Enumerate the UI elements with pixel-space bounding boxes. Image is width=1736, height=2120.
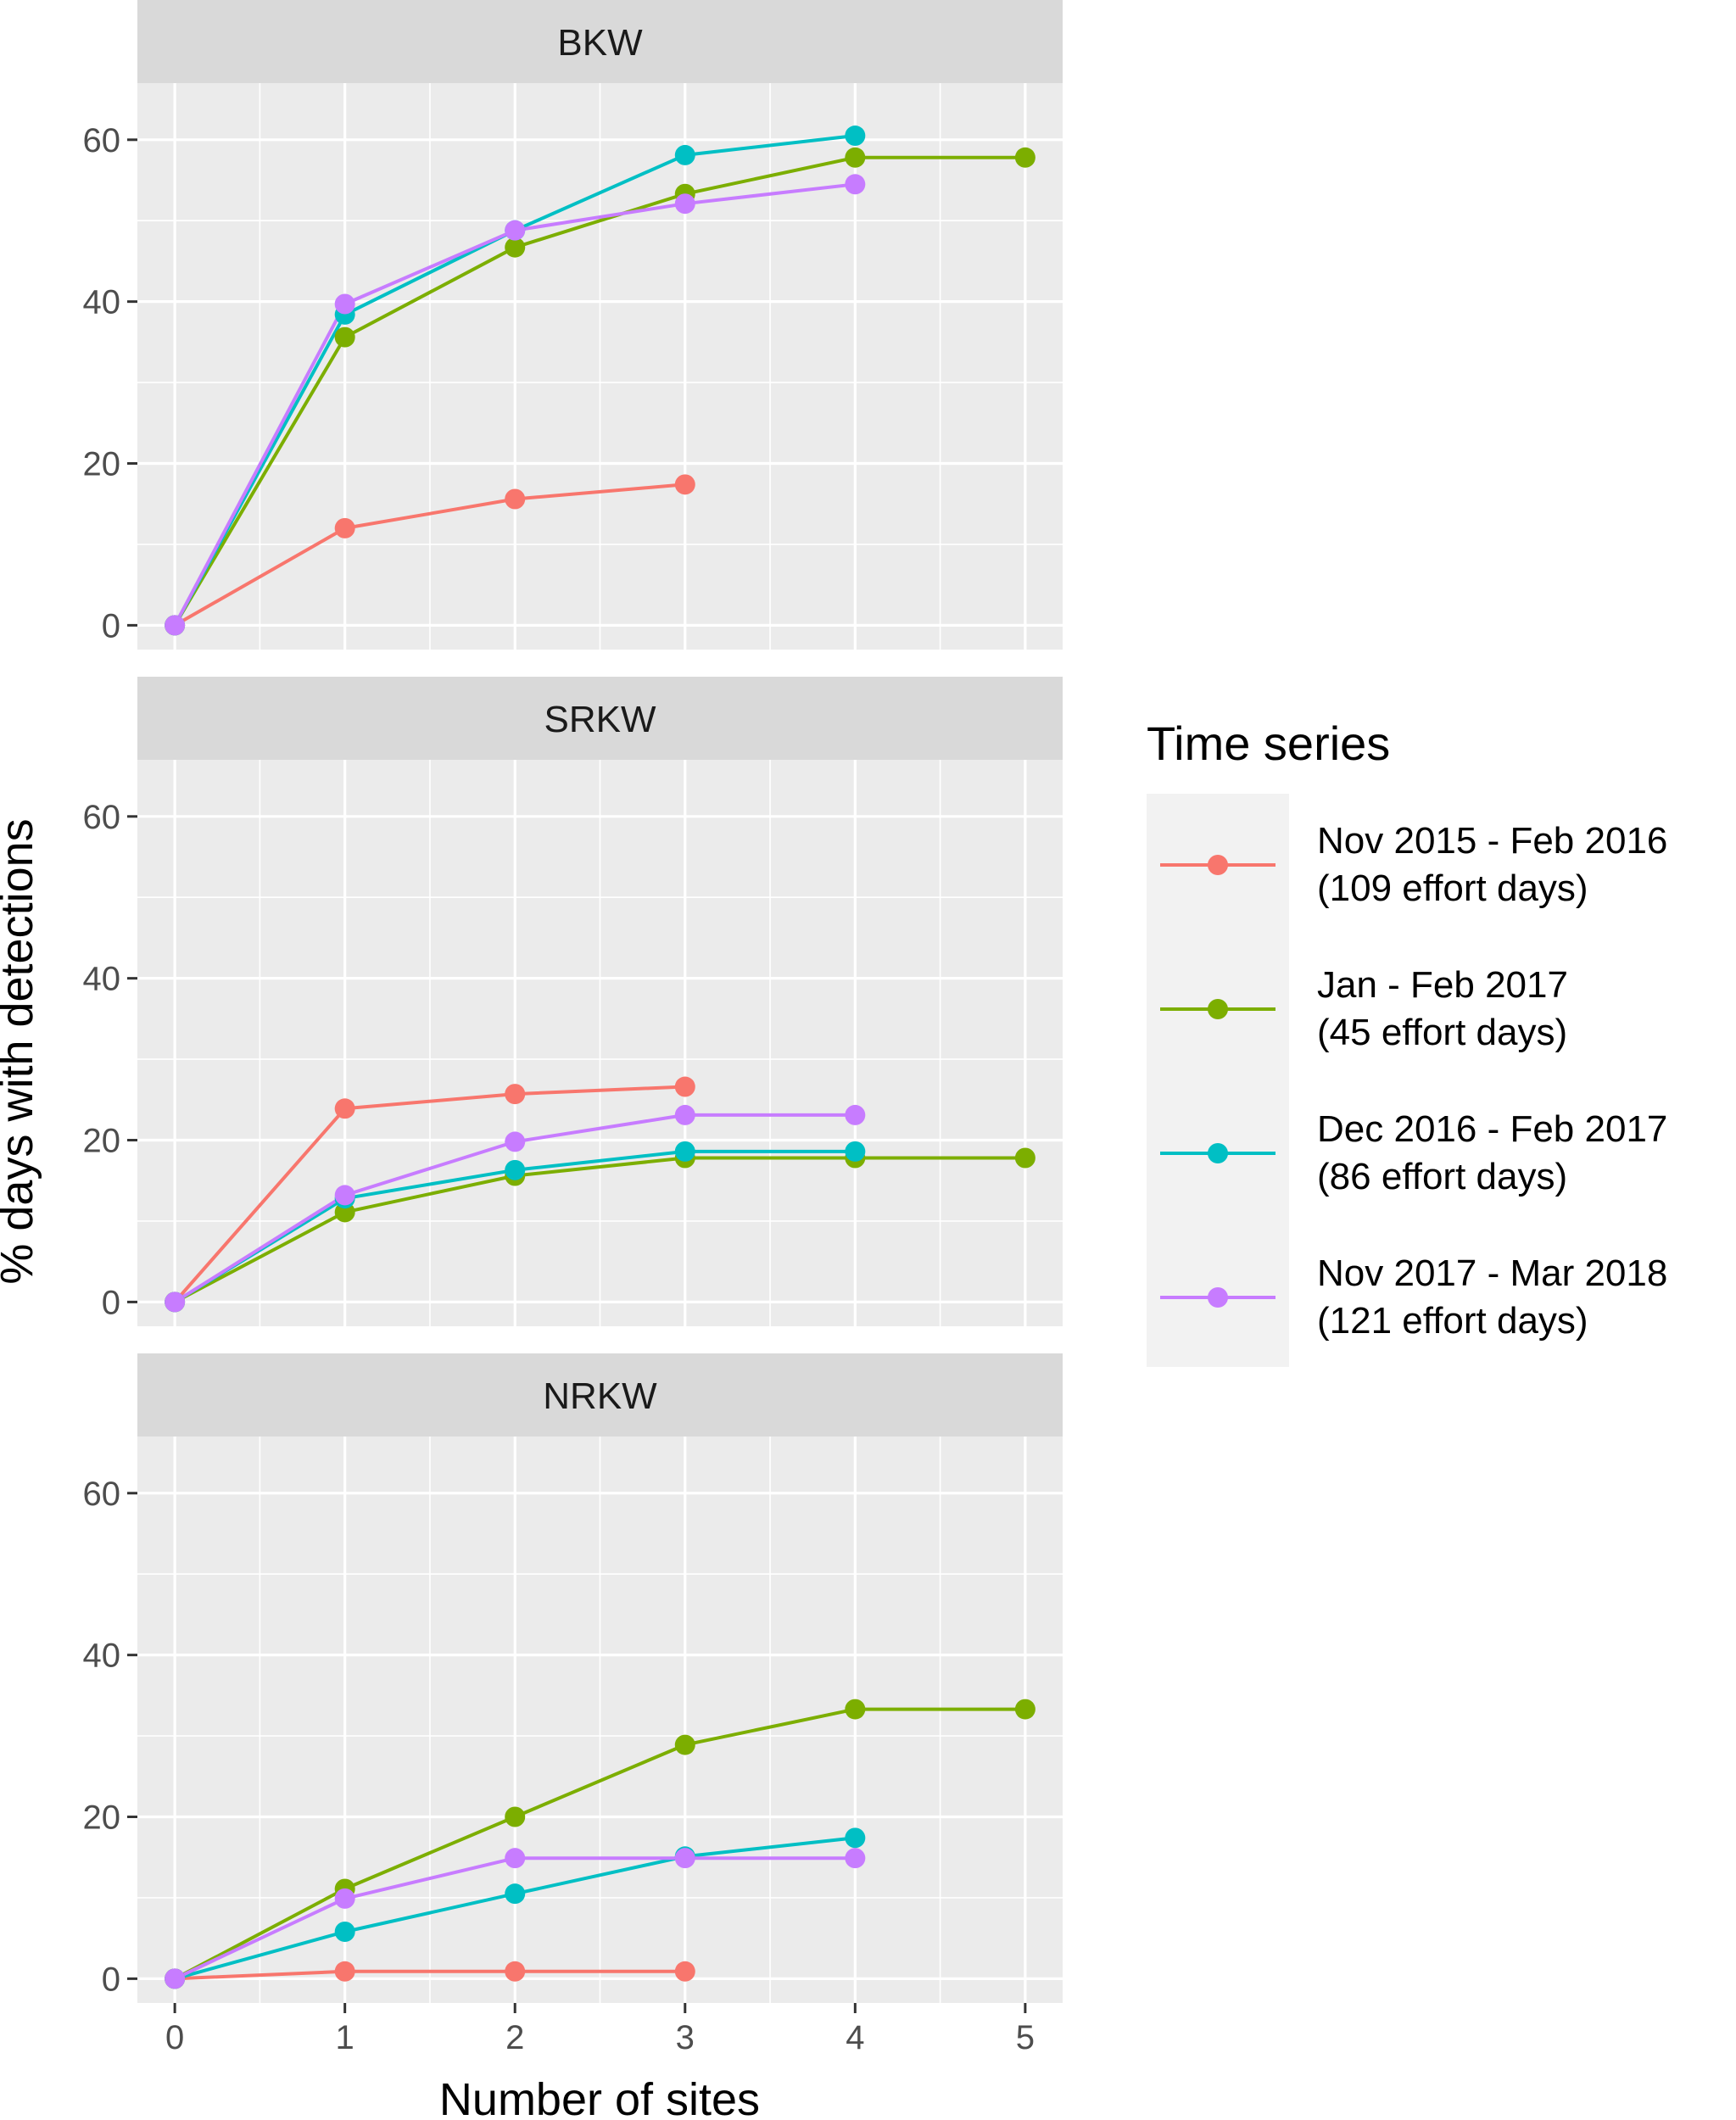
data-point-s1 [505, 1084, 526, 1105]
data-point-s3 [845, 1141, 866, 1162]
legend-entry-s4: Nov 2017 - Mar 2018 (121 effort days) [1160, 1252, 1667, 1342]
data-point-s3 [845, 1827, 866, 1849]
data-point-s3 [334, 1922, 355, 1943]
data-point-s4 [674, 1104, 695, 1125]
data-point-s1 [505, 1961, 526, 1982]
series-line-s1 [173, 483, 687, 628]
legend-label-line1: Nov 2017 - Mar 2018 [1317, 1252, 1667, 1294]
legend-label-line2: (86 effort days) [1317, 1156, 1567, 1197]
y-tick-label: 60 [83, 1476, 121, 1513]
data-point-s4 [674, 1848, 695, 1869]
series-line-s2 [173, 1707, 1027, 1981]
data-point-s2 [1014, 147, 1035, 168]
data-point-s2 [674, 1734, 695, 1755]
legend-label-line1: Dec 2016 - Feb 2017 [1317, 1108, 1667, 1150]
y-tick-label: 20 [83, 1123, 121, 1160]
legend-key-point [1208, 1287, 1228, 1308]
data-point-s1 [334, 1098, 355, 1119]
data-point-s1 [674, 1076, 695, 1097]
legend-entry-s3: Dec 2016 - Feb 2017 (86 effort days) [1160, 1108, 1667, 1197]
panel-nrkw: NRKW 0 20 40 60 0 1 2 3 4 5 [83, 1353, 1063, 2056]
x-tick-label: 5 [1016, 2019, 1035, 2056]
facet-strip-label: NRKW [543, 1375, 657, 1417]
data-point-s1 [674, 474, 695, 495]
legend-key-point [1208, 999, 1228, 1019]
legend-label-line1: Jan - Feb 2017 [1317, 964, 1568, 1006]
legend-entry-s2: Jan - Feb 2017 (45 effort days) [1160, 964, 1568, 1053]
y-tick-label: 40 [83, 284, 121, 321]
data-point-s4 [165, 1292, 186, 1313]
x-tick-label: 4 [846, 2019, 864, 2056]
data-point-s2 [1014, 1147, 1035, 1169]
panel-srkw: SRKW 0 20 40 60 [83, 677, 1063, 1326]
x-tick-label: 0 [165, 2019, 184, 2056]
data-point-s2 [1014, 1699, 1035, 1720]
data-point-s2 [505, 237, 526, 258]
y-tick-label: 20 [83, 1799, 121, 1837]
y-axis-title: % days with detections [0, 818, 42, 1284]
y-tick-label: 40 [83, 1637, 121, 1675]
data-point-s1 [334, 517, 355, 538]
y-tick-label: 0 [102, 607, 120, 644]
data-point-s4 [845, 1848, 866, 1869]
data-point-s4 [505, 220, 526, 241]
series-line-s2 [173, 1156, 1027, 1304]
y-tick-label: 0 [102, 1961, 120, 1998]
series-line-s1 [173, 1969, 687, 1981]
data-point-s3 [505, 1159, 526, 1180]
y-tick-label: 0 [102, 1284, 120, 1321]
facet-strip [137, 0, 1063, 83]
y-tick-label: 60 [83, 122, 121, 159]
data-point-s2 [845, 1699, 866, 1720]
data-point-s4 [334, 293, 355, 315]
legend-label-line2: (45 effort days) [1317, 1012, 1567, 1053]
data-point-s4 [165, 1968, 186, 1989]
legend-key-point [1208, 855, 1228, 875]
y-tick-label: 40 [83, 961, 121, 998]
legend-key-point [1208, 1143, 1228, 1163]
panels: BKW 0 20 40 60 SRKW 0 20 40 60 NRKW 0 20 40 60 0 1 2 3 4 5 [83, 0, 1063, 2056]
data-point-s4 [845, 1104, 866, 1125]
y-tick-label: 20 [83, 446, 121, 483]
x-tick-label: 1 [336, 2019, 354, 2056]
x-axis-title: Number of sites [439, 2074, 760, 2120]
data-point-s3 [845, 126, 866, 147]
data-point-s4 [165, 615, 186, 636]
data-point-s4 [674, 193, 695, 215]
data-point-s3 [674, 144, 695, 165]
panel-bkw: BKW 0 20 40 60 [83, 0, 1063, 650]
facet-strip-label: BKW [557, 22, 643, 64]
legend-label-line1: Nov 2015 - Feb 2016 [1317, 820, 1667, 862]
facet-strip-label: SRKW [544, 699, 656, 740]
data-point-s1 [334, 1961, 355, 1982]
series-line-s2 [173, 155, 1027, 628]
data-point-s4 [845, 174, 866, 195]
data-point-s4 [505, 1131, 526, 1152]
data-point-s4 [505, 1848, 526, 1869]
data-point-s1 [674, 1961, 695, 1982]
x-tick-label: 3 [676, 2019, 695, 2056]
data-point-s4 [334, 1185, 355, 1206]
y-tick-label: 60 [83, 799, 121, 836]
legend: Time series Nov 2015 - Feb 2016 (109 effo… [1147, 717, 1667, 1367]
legend-entries: Nov 2015 - Feb 2016 (109 effort days) Jan … [1160, 820, 1667, 1342]
legend-label-line2: (109 effort days) [1317, 868, 1588, 909]
legend-key-background [1147, 794, 1289, 1367]
facet-strip [137, 1353, 1063, 1437]
legend-entry-s1: Nov 2015 - Feb 2016 (109 effort days) [1160, 820, 1667, 909]
legend-title: Time series [1147, 717, 1390, 770]
x-tick-label: 2 [505, 2019, 524, 2056]
data-point-s3 [505, 1883, 526, 1905]
legend-label-line2: (121 effort days) [1317, 1300, 1588, 1342]
data-point-s2 [334, 326, 355, 348]
series-line-s1 [173, 1085, 687, 1304]
data-point-s2 [505, 1806, 526, 1827]
data-point-s3 [674, 1141, 695, 1162]
facet-strip [137, 677, 1063, 760]
data-point-s4 [334, 1888, 355, 1909]
data-point-s1 [505, 488, 526, 510]
data-point-s2 [845, 147, 866, 168]
